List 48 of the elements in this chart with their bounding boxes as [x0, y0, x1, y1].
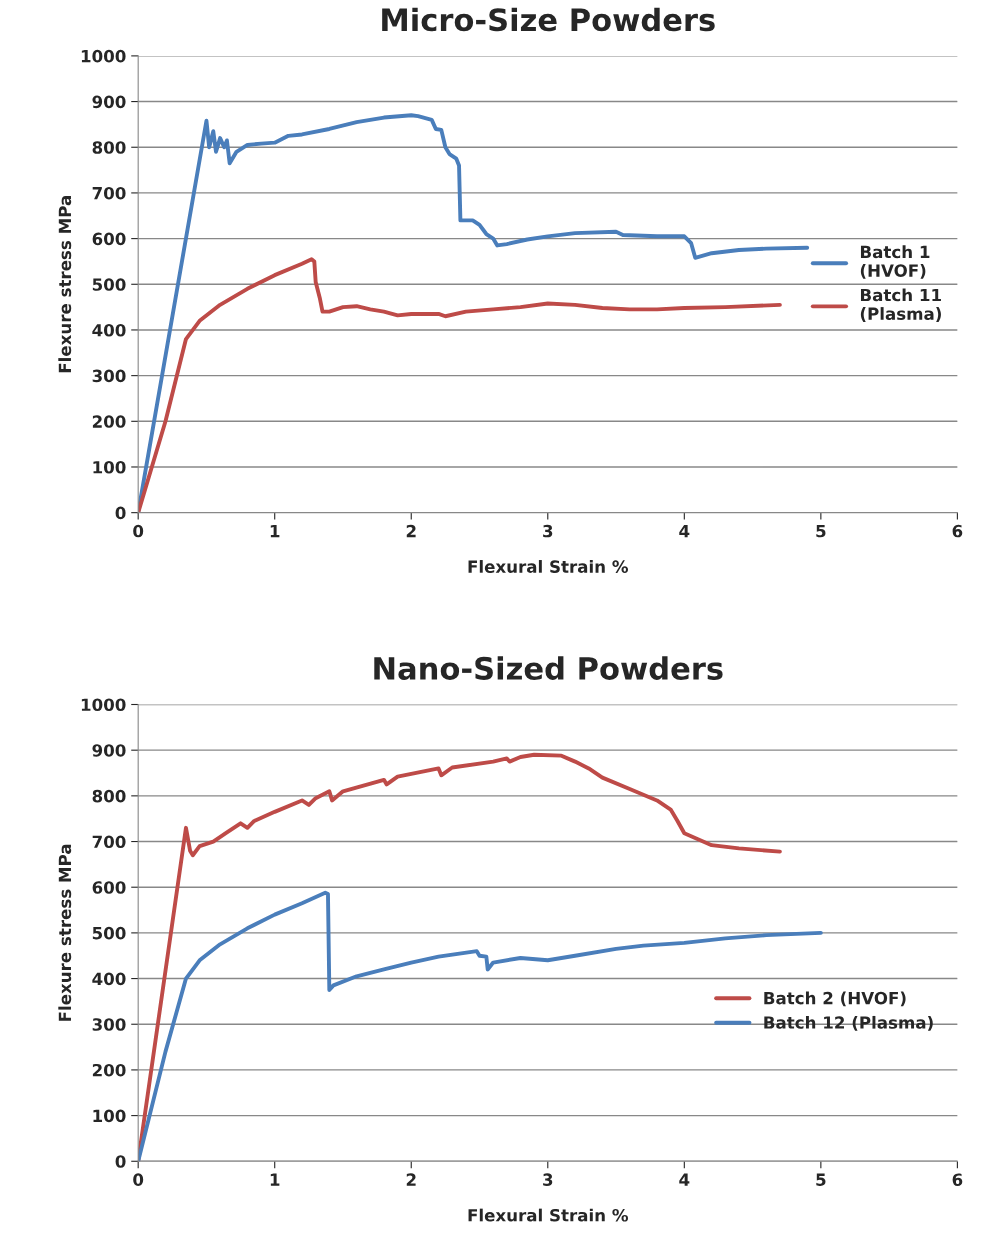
line-series — [138, 257, 782, 513]
legend-label: Batch 2 (HVOF) — [764, 991, 906, 1007]
x-tick-label: 4 — [679, 524, 690, 538]
y-tick-label: 100 — [93, 1109, 126, 1123]
y-tick-label: 700 — [92, 835, 126, 849]
y-tick-label: 600 — [92, 881, 126, 894]
legend-label: Batch 1 (HVOF) — [860, 245, 930, 279]
y-axis-title: Flexure stress MPa — [58, 844, 72, 1021]
x-tick-label: 2 — [406, 524, 416, 538]
x-tick-label: 4 — [679, 1173, 690, 1186]
x-tick-label: 1 — [270, 1173, 280, 1186]
y-tick-label: 800 — [92, 789, 126, 803]
chart-title: Nano-Sized Powders — [374, 656, 723, 680]
y-tick-label: 0 — [115, 1155, 126, 1168]
y-tick-label: 200 — [92, 1063, 126, 1077]
y-tick-label: 200 — [92, 415, 126, 428]
x-tick-label: 0 — [133, 1173, 144, 1186]
y-tick-label: 300 — [92, 369, 126, 383]
x-tick-label: 6 — [952, 524, 963, 538]
y-tick-label: 500 — [92, 278, 126, 291]
x-tick-label: 3 — [543, 1173, 553, 1186]
y-tick-label: 800 — [92, 141, 126, 154]
y-tick-label: 700 — [92, 186, 126, 200]
y-tick-label: 400 — [92, 323, 126, 337]
x-tick-label: 6 — [952, 1173, 963, 1186]
x-axis-title: Flexural Strain % — [468, 1208, 629, 1222]
legend-label: Batch 12 (Plasma) — [764, 1015, 933, 1031]
y-tick-label: 1000 — [81, 698, 126, 712]
legend-label: Batch 11 (Plasma) — [860, 288, 941, 322]
y-tick-label: 300 — [92, 1018, 126, 1031]
y-tick-label: 900 — [92, 744, 126, 757]
x-tick-label: 1 — [270, 524, 280, 538]
y-tick-label: 500 — [92, 926, 126, 940]
line-series — [138, 890, 823, 1162]
x-tick-label: 2 — [406, 1173, 416, 1186]
x-tick-label: 3 — [543, 524, 553, 538]
y-tick-label: 600 — [92, 232, 126, 246]
chart-title: Micro-Size Powders — [382, 7, 715, 32]
y-axis-title: Flexure stress MPa — [58, 196, 72, 373]
y-tick-label: 100 — [93, 460, 126, 474]
x-tick-label: 5 — [816, 1173, 826, 1186]
x-tick-label: 5 — [816, 524, 826, 538]
x-tick-label: 0 — [133, 524, 144, 538]
y-tick-label: 900 — [92, 95, 126, 109]
y-tick-label: 400 — [92, 972, 126, 986]
x-axis-title: Flexural Strain % — [468, 560, 629, 573]
y-tick-label: 0 — [115, 506, 126, 520]
y-tick-label: 1000 — [81, 49, 126, 63]
